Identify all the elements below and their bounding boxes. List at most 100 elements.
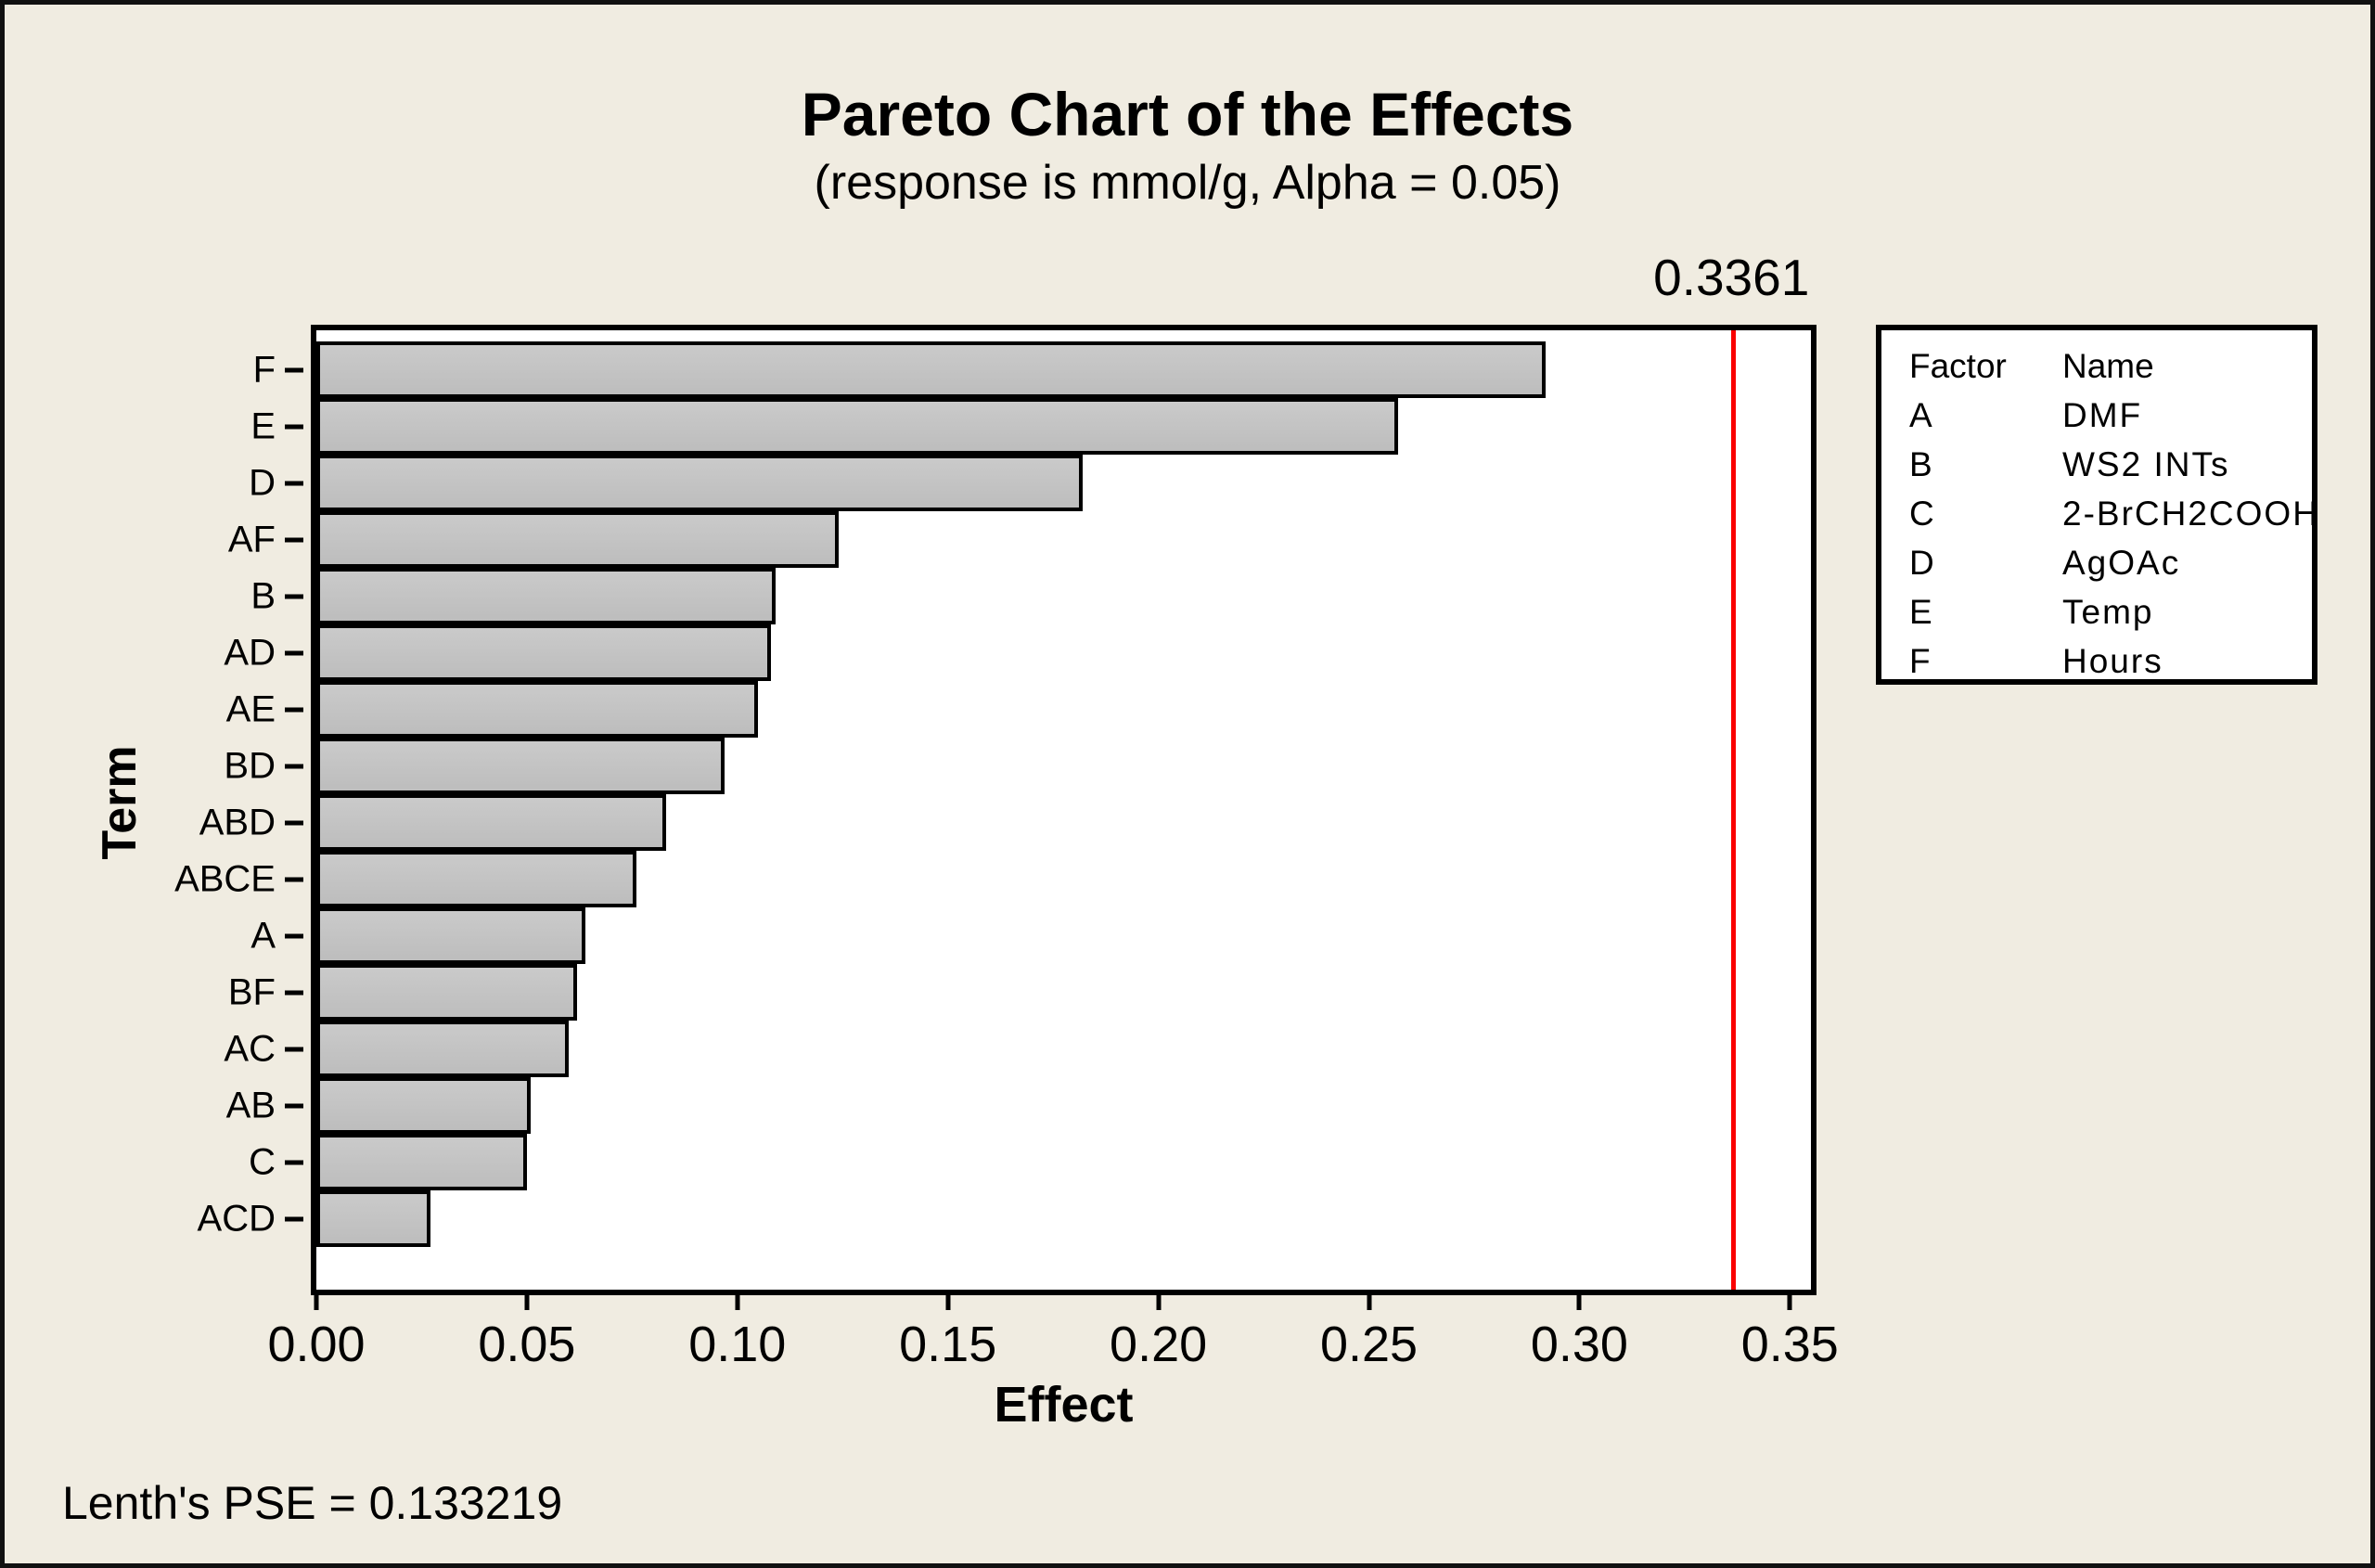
- term-label-A: A: [250, 915, 276, 956]
- pareto-bar-C: [316, 1134, 527, 1190]
- y-tick: [285, 424, 303, 429]
- pareto-bar-ACD: [316, 1190, 430, 1247]
- pareto-bar-ABD: [316, 794, 666, 851]
- y-tick: [285, 367, 303, 372]
- x-tick: [314, 1295, 319, 1310]
- bar-row-B: B: [250, 568, 1811, 624]
- pareto-bar-BF: [316, 964, 578, 1021]
- x-tick: [1156, 1295, 1162, 1310]
- bar-row-AD: AD: [224, 624, 1811, 681]
- bar-row-AC: AC: [224, 1021, 1811, 1077]
- y-tick: [285, 933, 303, 938]
- legend-row-F: F Hours: [1909, 636, 2312, 686]
- term-label-BD: BD: [224, 745, 276, 786]
- legend-factor-letter: A: [1909, 396, 1932, 434]
- legend-header-row: Factor Name: [1909, 341, 2312, 391]
- term-label-AB: AB: [225, 1085, 276, 1125]
- legend-rows: A DMF B WS2 INTs C 2-BrCH2COOH D AgOAc E Temp F Hou…: [1909, 391, 2317, 686]
- legend-factor-name: Temp: [2062, 593, 2154, 631]
- term-label-BF: BF: [227, 971, 276, 1012]
- x-tick: [524, 1295, 530, 1310]
- bar-row-A: A: [250, 907, 1811, 964]
- pareto-bar-E: [316, 398, 1399, 455]
- y-tick: [285, 1216, 303, 1221]
- bar-row-BD: BD: [224, 738, 1811, 794]
- legend-factor-name: WS2 INTs: [2062, 445, 2230, 483]
- chart-subtitle: (response is mmol/g, Alpha = 0.05): [814, 156, 1561, 210]
- significance-reference-line: [1731, 330, 1737, 1290]
- x-tick: [1787, 1295, 1792, 1310]
- pareto-bar-D: [316, 455, 1083, 511]
- bar-row-AE: AE: [226, 681, 1811, 738]
- legend-factor-letter: D: [1909, 544, 1934, 582]
- pareto-bar-F: [316, 341, 1547, 398]
- y-tick: [285, 707, 303, 712]
- legend-factor-name: AgOAc: [2062, 544, 2181, 582]
- legend-row-D: D AgOAc: [1909, 538, 2312, 587]
- term-label-AC: AC: [224, 1028, 276, 1069]
- bar-row-AF: AF: [228, 511, 1811, 568]
- chart-title: Pareto Chart of the Effects: [801, 80, 1574, 148]
- y-tick: [285, 1103, 303, 1108]
- pareto-bar-A: [316, 907, 586, 964]
- legend-factor-letter: C: [1909, 495, 1934, 533]
- x-tick: [945, 1295, 951, 1310]
- term-label-F: F: [252, 349, 276, 390]
- bar-row-C: C: [249, 1134, 1811, 1190]
- legend-row-A: A DMF: [1909, 391, 2312, 440]
- y-tick: [285, 650, 303, 655]
- term-label-D: D: [249, 462, 276, 503]
- legend-factor-letter: B: [1909, 445, 1932, 483]
- term-label-B: B: [250, 575, 276, 616]
- bar-row-ACD: ACD: [198, 1190, 1811, 1247]
- bar-row-ABCE: ABCE: [174, 851, 1811, 907]
- x-tick-label-0.05: 0.05: [478, 1317, 576, 1372]
- y-tick: [285, 990, 303, 995]
- y-tick: [285, 1047, 303, 1051]
- y-tick: [285, 481, 303, 485]
- bar-row-E: E: [250, 398, 1811, 455]
- bar-row-ABD: ABD: [199, 794, 1811, 851]
- pareto-bar-AB: [316, 1077, 532, 1134]
- plot-area: F E D AF B AD AE BD ABD ABCE A BF AC AB C ACD: [174, 325, 1817, 1295]
- term-label-E: E: [250, 405, 276, 446]
- x-tick-label-0.20: 0.20: [1110, 1317, 1208, 1372]
- y-tick: [285, 877, 303, 881]
- x-tick-label-0.10: 0.10: [688, 1317, 787, 1372]
- legend-factor-name: Hours: [2062, 642, 2163, 680]
- x-tick-label-0.25: 0.25: [1319, 1317, 1419, 1372]
- legend-factor-letter: E: [1909, 593, 1932, 631]
- y-tick: [285, 820, 303, 825]
- pareto-bar-AE: [316, 681, 759, 738]
- x-tick-label-0.15: 0.15: [899, 1317, 997, 1372]
- legend-row-B: B WS2 INTs: [1909, 440, 2312, 489]
- bar-row-D: D: [249, 455, 1811, 511]
- x-tick-label-0.00: 0.00: [267, 1317, 366, 1372]
- pareto-bar-BD: [316, 738, 725, 794]
- term-label-AE: AE: [225, 688, 276, 729]
- legend-header-factor: Factor: [1909, 347, 2007, 385]
- legend-row-C: C 2-BrCH2COOH: [1909, 489, 2317, 538]
- legend-factor-letter: F: [1909, 642, 1931, 680]
- lenths-pse-note: Lenth's PSE = 0.133219: [62, 1477, 563, 1529]
- term-label-ABCE: ABCE: [174, 858, 276, 899]
- x-tick: [1576, 1295, 1582, 1310]
- pareto-bar-AC: [316, 1021, 570, 1077]
- legend-header-name: Name: [2062, 347, 2154, 385]
- pareto-bar-AF: [316, 511, 839, 568]
- x-tick: [735, 1295, 740, 1310]
- y-tick: [285, 537, 303, 542]
- term-label-ABD: ABD: [199, 802, 276, 842]
- x-axis-title: Effect: [994, 1377, 1134, 1433]
- bar-row-BF: BF: [228, 964, 1811, 1021]
- bar-row-AB: AB: [226, 1077, 1811, 1134]
- term-label-AF: AF: [227, 519, 276, 559]
- x-tick-label-0.35: 0.35: [1740, 1317, 1839, 1372]
- pareto-bar-ABCE: [316, 851, 636, 907]
- pareto-bar-B: [316, 568, 776, 624]
- term-label-ACD: ACD: [197, 1198, 276, 1239]
- y-tick: [285, 1160, 303, 1164]
- bar-row-F: F: [253, 341, 1811, 398]
- legend-factor-name: DMF: [2062, 396, 2143, 434]
